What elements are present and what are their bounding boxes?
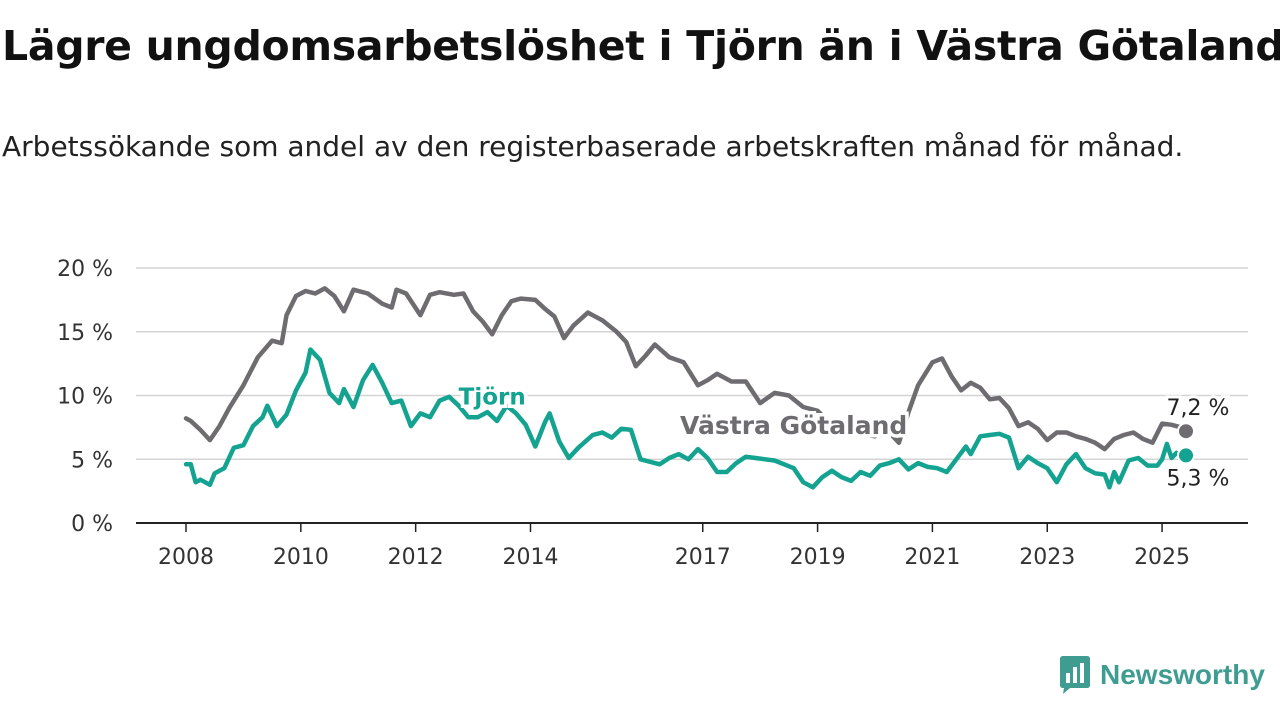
- x-tick-label: 2021: [904, 545, 960, 570]
- y-tick-label: 5 %: [71, 448, 113, 473]
- end-value-label: 7,2 %: [1167, 396, 1230, 421]
- y-tick-label: 15 %: [57, 321, 113, 346]
- end-point-tj-rn: [1177, 446, 1195, 465]
- series-labels: 7,2 % 5,3 % Västra Götaland Tjörn: [455, 381, 1232, 494]
- x-tick-label: 2008: [158, 545, 214, 570]
- x-tick-label: 2025: [1134, 545, 1190, 570]
- gridlines: [136, 267, 1248, 524]
- x-tick-label: 2010: [273, 545, 329, 570]
- series-line-v-stra-g-taland: [183, 286, 1189, 452]
- x-tick-label: 2017: [675, 545, 731, 570]
- y-axis-ticks: 0 % 5 % 10 % 15 % 20 %: [57, 257, 113, 537]
- x-tick-label: 2019: [790, 545, 846, 570]
- newsworthy-logo-icon: [1060, 656, 1090, 694]
- y-tick-label: 0 %: [71, 512, 113, 537]
- y-tick-label: 10 %: [57, 385, 113, 410]
- chart-subtitle: Arbetssökande som andel av den registerb…: [2, 130, 1184, 163]
- y-tick-label: 20 %: [57, 257, 113, 282]
- series-label: Tjörn: [459, 385, 526, 411]
- newsworthy-brand[interactable]: Newsworthy: [1058, 654, 1265, 696]
- series-lines: [183, 286, 1195, 490]
- x-axis-ticks: 2008 2010 2012 2014 2017 2019 2021 2023 2025: [158, 523, 1190, 570]
- series-line-tj-rn: [183, 347, 1189, 490]
- line-chart: 0 %5 %10 %15 %20 % 2008 2010 2012 2014 2017 2…: [57, 257, 1248, 570]
- brand-name: Newsworthy: [1100, 659, 1265, 690]
- x-tick-label: 2012: [388, 545, 444, 570]
- series-label: Västra Götaland: [680, 411, 907, 440]
- x-tick-label: 2023: [1019, 545, 1075, 570]
- x-tick-label: 2014: [502, 545, 558, 570]
- end-point-v-stra-g-taland: [1177, 422, 1195, 441]
- end-value-label: 5,3 %: [1167, 466, 1230, 491]
- chart-title: Lägre ungdomsarbetslöshet i Tjörn än i V…: [2, 22, 1280, 70]
